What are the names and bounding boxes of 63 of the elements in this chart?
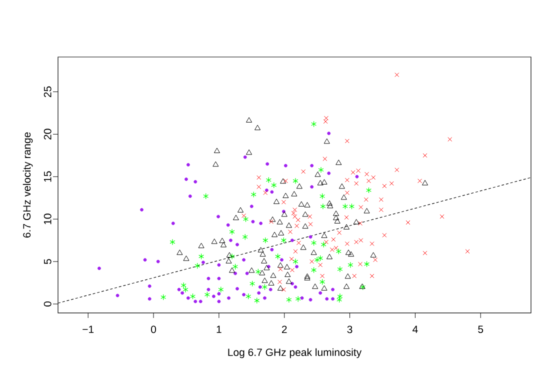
point	[318, 166, 324, 173]
point	[295, 296, 301, 302]
point	[318, 255, 324, 262]
point	[229, 253, 235, 260]
point	[348, 262, 354, 268]
point	[337, 266, 343, 272]
x-tick-label: −1	[82, 326, 94, 333]
x-tick-label: 3	[347, 326, 352, 334]
point	[246, 293, 252, 300]
point	[342, 203, 348, 210]
x-tick-label: 2	[282, 326, 287, 334]
point	[320, 193, 326, 200]
point	[275, 253, 281, 260]
y-tick-label: 20	[44, 128, 52, 140]
point	[311, 266, 317, 274]
point	[314, 256, 320, 263]
point	[232, 264, 238, 270]
point	[229, 228, 235, 235]
point	[320, 203, 326, 210]
y-tick-label: 25	[44, 86, 52, 98]
point	[262, 237, 268, 244]
point	[250, 191, 256, 198]
y-tick-label: 0	[44, 301, 52, 306]
y-tick-label: 10	[44, 214, 52, 224]
point	[262, 284, 268, 290]
x-tick-label: 5	[478, 326, 484, 334]
point	[366, 187, 372, 194]
point	[160, 294, 166, 300]
y-tick-label: 15	[44, 171, 52, 182]
point	[311, 120, 317, 128]
point	[204, 292, 210, 298]
point	[337, 293, 343, 300]
point	[242, 234, 248, 240]
point	[349, 203, 354, 210]
y-tick-label: 5	[44, 259, 52, 264]
point	[255, 268, 261, 275]
point	[266, 176, 272, 184]
point	[250, 280, 256, 287]
point	[254, 297, 260, 304]
point	[190, 293, 196, 300]
point	[292, 178, 298, 184]
point	[182, 286, 188, 293]
point	[286, 296, 292, 303]
x-tick-label: 1	[216, 326, 222, 333]
point	[198, 253, 204, 260]
point	[320, 241, 326, 248]
y-axis-title: 6.7 GHz velocity range	[22, 132, 33, 238]
point	[336, 248, 342, 254]
point	[280, 237, 286, 244]
x-tick-label: 4	[412, 326, 418, 333]
x-tick-label: 0	[151, 326, 156, 334]
point	[292, 258, 298, 265]
point	[218, 286, 224, 293]
point	[311, 240, 317, 246]
point	[320, 278, 326, 286]
point	[271, 182, 277, 188]
x-axis-title: Log 6.7 GHz peak luminosity	[228, 348, 362, 358]
point	[364, 260, 370, 268]
point	[194, 262, 200, 269]
point	[336, 296, 342, 303]
point	[203, 193, 209, 200]
point	[243, 216, 248, 222]
point	[170, 238, 176, 246]
